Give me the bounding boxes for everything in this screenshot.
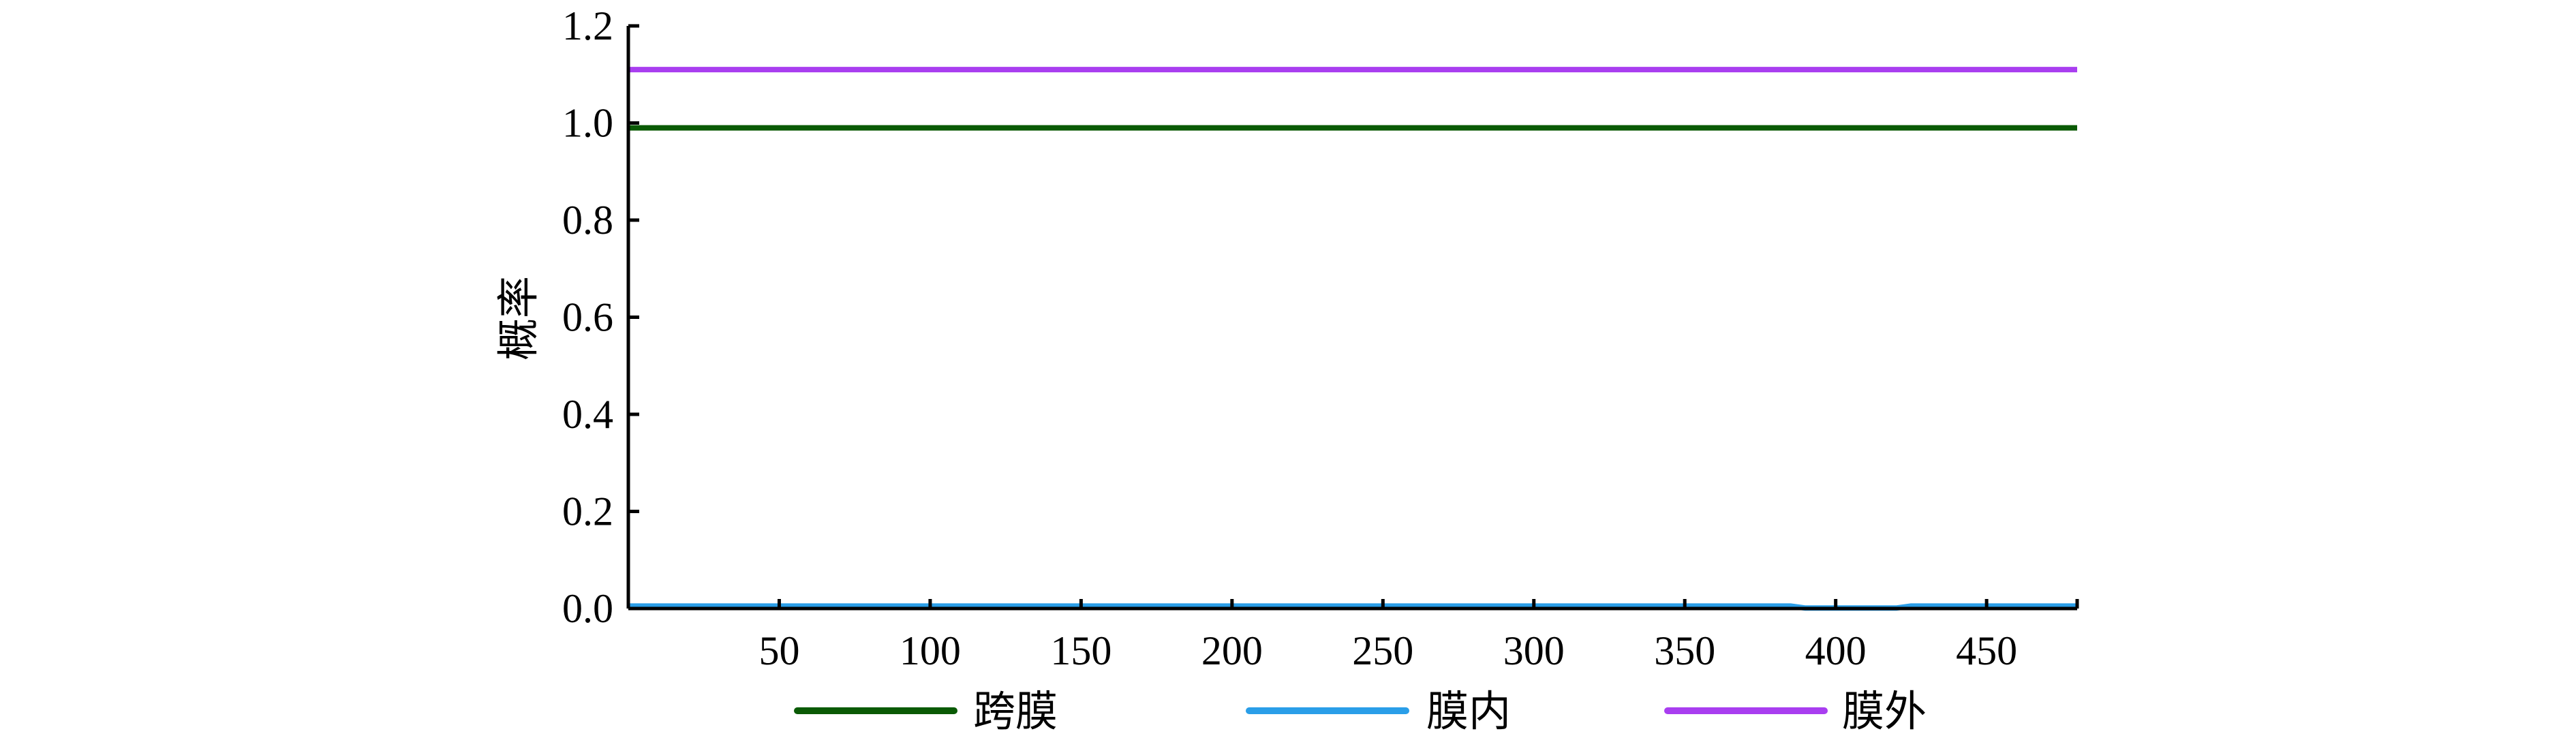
legend: 跨膜 膜内 膜外 <box>794 686 1927 736</box>
ticks: 0.0 0.2 0.4 0.6 0.8 1.0 1.2 50 100 150 200 250 300 35… <box>562 3 2017 673</box>
y-tick-label: 1.2 <box>562 3 613 48</box>
legend-item-3: 膜外 <box>1664 686 1927 736</box>
y-tick-label: 0.4 <box>562 392 613 437</box>
legend-label: 膜外 <box>1842 686 1927 736</box>
y-tick-label: 1.0 <box>562 101 613 146</box>
y-axis-title: 概率 <box>493 276 543 360</box>
x-tick-label: 50 <box>758 628 799 673</box>
x-tick-label: 450 <box>1956 628 2017 673</box>
axes <box>626 26 2079 611</box>
y-tick-label: 0.2 <box>562 489 613 534</box>
x-tick-label: 250 <box>1352 628 1413 673</box>
plot-area <box>628 67 2077 611</box>
x-tick-label: 400 <box>1805 628 1867 673</box>
y-tick-label: 0.8 <box>562 198 613 243</box>
y-tick-label: 0.0 <box>562 586 613 631</box>
legend-item-2: 膜内 <box>1246 686 1511 736</box>
x-tick-label: 200 <box>1201 628 1263 673</box>
x-tick-label: 100 <box>900 628 961 673</box>
x-tick-label: 350 <box>1654 628 1715 673</box>
x-tick-label: 150 <box>1050 628 1111 673</box>
x-tick-label: 300 <box>1503 628 1565 673</box>
legend-label: 跨膜 <box>973 686 1058 736</box>
y-tick-label: 0.6 <box>562 295 613 340</box>
legend-item-1: 跨膜 <box>794 686 1058 736</box>
legend-label: 膜内 <box>1426 686 1511 736</box>
